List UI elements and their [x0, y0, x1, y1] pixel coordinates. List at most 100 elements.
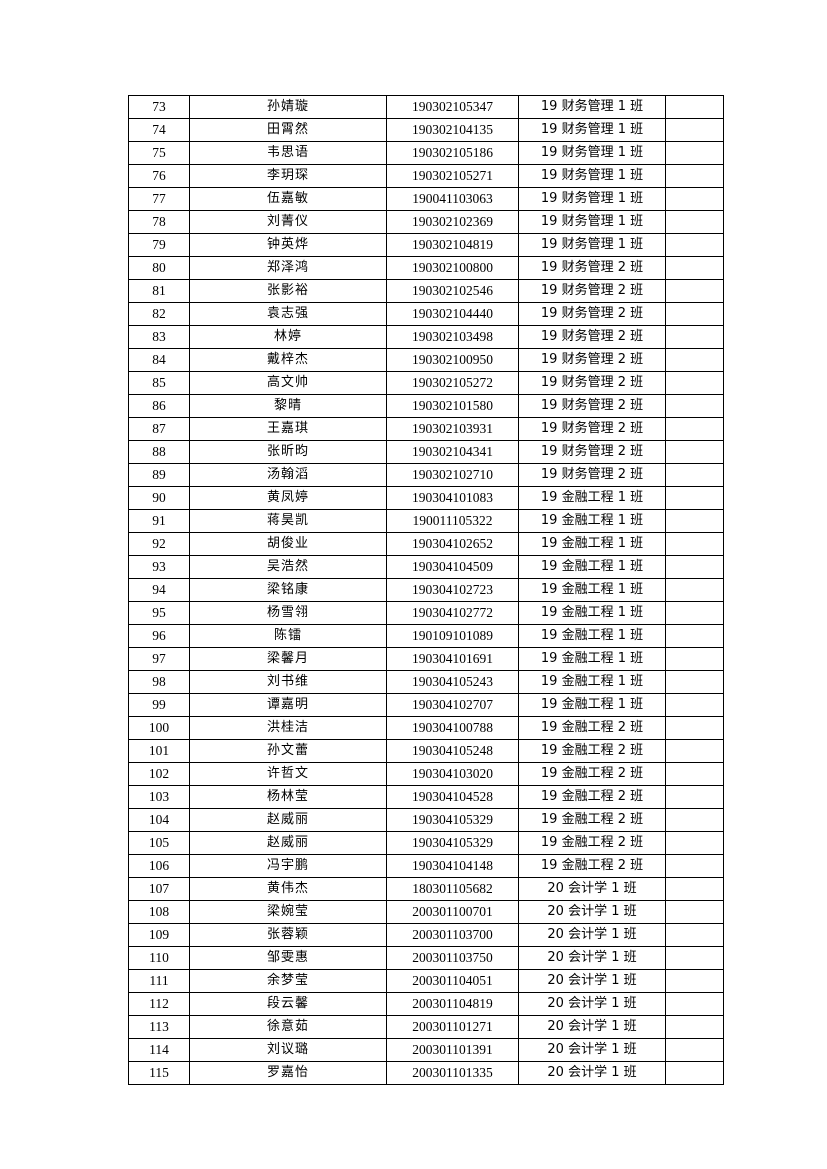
cell-index: 85 [128, 371, 190, 395]
table-row: 79 钟英烨 190302104819 19 财务管理 1 班 [128, 233, 724, 257]
cell-class: 19 财务管理 2 班 [518, 440, 666, 464]
cell-name: 张蓉颖 [189, 923, 387, 947]
cell-blank [665, 463, 724, 487]
cell-class: 19 财务管理 2 班 [518, 394, 666, 418]
cell-class: 19 财务管理 1 班 [518, 95, 666, 119]
cell-class: 20 会计学 1 班 [518, 946, 666, 970]
cell-blank [665, 969, 724, 993]
cell-blank [665, 670, 724, 694]
table-row: 86 黎晴 190302101580 19 财务管理 2 班 [128, 394, 724, 418]
table-row: 104 赵威丽 190304105329 19 金融工程 2 班 [128, 808, 724, 832]
cell-class: 19 金融工程 1 班 [518, 624, 666, 648]
cell-index: 74 [128, 118, 190, 142]
cell-class: 19 财务管理 1 班 [518, 187, 666, 211]
cell-blank [665, 831, 724, 855]
cell-blank [665, 394, 724, 418]
table-row: 85 高文帅 190302105272 19 财务管理 2 班 [128, 371, 724, 395]
cell-index: 78 [128, 210, 190, 234]
table-row: 95 杨雪翎 190304102772 19 金融工程 1 班 [128, 601, 724, 625]
table-row: 106 冯宇鹏 190304104148 19 金融工程 2 班 [128, 854, 724, 878]
cell-student-id: 190041103063 [386, 187, 519, 211]
table-row: 92 胡俊业 190304102652 19 金融工程 1 班 [128, 532, 724, 556]
cell-student-id: 190304100788 [386, 716, 519, 740]
cell-blank [665, 762, 724, 786]
cell-blank [665, 440, 724, 464]
cell-blank [665, 992, 724, 1016]
cell-name: 梁馨月 [189, 647, 387, 671]
cell-blank [665, 900, 724, 924]
cell-index: 107 [128, 877, 190, 901]
cell-blank [665, 187, 724, 211]
cell-name: 冯宇鹏 [189, 854, 387, 878]
cell-student-id: 190302100800 [386, 256, 519, 280]
cell-blank [665, 854, 724, 878]
cell-class: 19 财务管理 2 班 [518, 463, 666, 487]
cell-index: 79 [128, 233, 190, 257]
cell-name: 郑泽鸿 [189, 256, 387, 280]
cell-index: 100 [128, 716, 190, 740]
cell-student-id: 190302104341 [386, 440, 519, 464]
cell-class: 20 会计学 1 班 [518, 1061, 666, 1085]
cell-student-id: 200301101335 [386, 1061, 519, 1085]
cell-index: 106 [128, 854, 190, 878]
table-row: 98 刘书维 190304105243 19 金融工程 1 班 [128, 670, 724, 694]
cell-student-id: 190302105186 [386, 141, 519, 165]
table-row: 83 林婷 190302103498 19 财务管理 2 班 [128, 325, 724, 349]
cell-student-id: 190302103931 [386, 417, 519, 441]
cell-name: 段云馨 [189, 992, 387, 1016]
cell-blank [665, 233, 724, 257]
cell-name: 蒋昊凯 [189, 509, 387, 533]
cell-index: 112 [128, 992, 190, 1016]
cell-name: 杨林莹 [189, 785, 387, 809]
cell-class: 19 金融工程 2 班 [518, 808, 666, 832]
cell-student-id: 200301103750 [386, 946, 519, 970]
cell-blank [665, 693, 724, 717]
cell-name: 邹雯惠 [189, 946, 387, 970]
cell-name: 洪桂洁 [189, 716, 387, 740]
cell-name: 孙文蕾 [189, 739, 387, 763]
cell-class: 20 会计学 1 班 [518, 900, 666, 924]
cell-name: 林婷 [189, 325, 387, 349]
table-row: 81 张影裕 190302102546 19 财务管理 2 班 [128, 279, 724, 303]
student-roster-table: 73 孙婧璇 190302105347 19 财务管理 1 班 74 田霄然 1903021… [128, 95, 724, 1085]
cell-student-id: 190304104528 [386, 785, 519, 809]
cell-name: 戴梓杰 [189, 348, 387, 372]
table-row: 93 吴浩然 190304104509 19 金融工程 1 班 [128, 555, 724, 579]
cell-name: 胡俊业 [189, 532, 387, 556]
table-row: 91 蒋昊凯 190011105322 19 金融工程 1 班 [128, 509, 724, 533]
cell-student-id: 200301101271 [386, 1015, 519, 1039]
cell-class: 19 金融工程 1 班 [518, 486, 666, 510]
cell-index: 113 [128, 1015, 190, 1039]
cell-name: 汤翰滔 [189, 463, 387, 487]
cell-student-id: 190302103498 [386, 325, 519, 349]
cell-blank [665, 486, 724, 510]
cell-name: 黄凤婷 [189, 486, 387, 510]
cell-class: 19 金融工程 1 班 [518, 509, 666, 533]
cell-name: 许哲文 [189, 762, 387, 786]
table-row: 109 张蓉颖 200301103700 20 会计学 1 班 [128, 923, 724, 947]
cell-class: 19 金融工程 1 班 [518, 670, 666, 694]
table-row: 114 刘议璐 200301101391 20 会计学 1 班 [128, 1038, 724, 1062]
cell-student-id: 190304102707 [386, 693, 519, 717]
cell-class: 19 金融工程 1 班 [518, 693, 666, 717]
cell-class: 19 财务管理 1 班 [518, 210, 666, 234]
table-row: 73 孙婧璇 190302105347 19 财务管理 1 班 [128, 95, 724, 119]
table-row: 84 戴梓杰 190302100950 19 财务管理 2 班 [128, 348, 724, 372]
table-row: 96 陈镭 190109101089 19 金融工程 1 班 [128, 624, 724, 648]
cell-class: 19 金融工程 1 班 [518, 601, 666, 625]
cell-name: 李玥琛 [189, 164, 387, 188]
cell-blank [665, 716, 724, 740]
cell-name: 赵威丽 [189, 831, 387, 855]
roster-table-container: 73 孙婧璇 190302105347 19 财务管理 1 班 74 田霄然 1903021… [128, 95, 724, 1085]
cell-index: 104 [128, 808, 190, 832]
table-row: 82 袁志强 190302104440 19 财务管理 2 班 [128, 302, 724, 326]
cell-student-id: 190302105271 [386, 164, 519, 188]
cell-name: 刘菁仪 [189, 210, 387, 234]
cell-index: 77 [128, 187, 190, 211]
cell-student-id: 190304101083 [386, 486, 519, 510]
cell-index: 87 [128, 417, 190, 441]
cell-blank [665, 923, 724, 947]
cell-student-id: 180301105682 [386, 877, 519, 901]
cell-name: 罗嘉怡 [189, 1061, 387, 1085]
